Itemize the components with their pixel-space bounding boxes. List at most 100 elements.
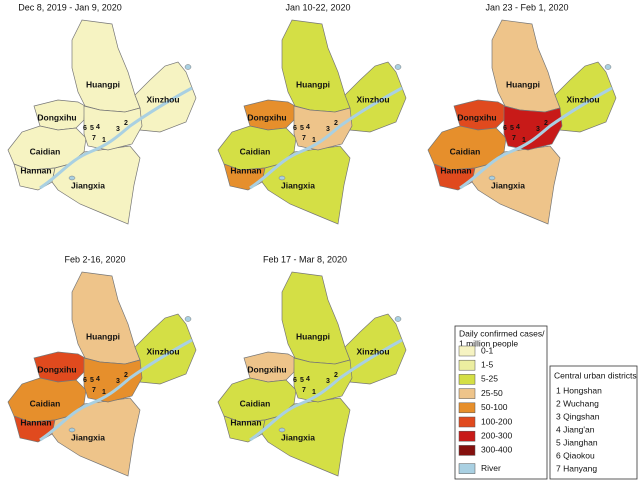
lake (394, 64, 402, 70)
legend-swatch (458, 345, 476, 357)
central-number: 6 (293, 377, 297, 384)
district-label: Huangpi (296, 79, 330, 89)
district-label: Huangpi (86, 79, 120, 89)
district (281, 271, 351, 365)
central-number: 2 (334, 120, 338, 127)
river (39, 86, 193, 190)
central-number: 3 (116, 126, 120, 133)
central-number: 6 (83, 377, 87, 384)
panel-title: Dec 8, 2019 - Jan 9, 2020 (18, 2, 122, 12)
central-number: 1 (102, 389, 106, 396)
district-label: Hannan (440, 165, 471, 175)
district-label: Hannan (20, 417, 51, 427)
district (491, 19, 561, 113)
lake (184, 316, 192, 322)
central-item: 7 Hanyang (556, 463, 597, 473)
district-label: Xinzhou (146, 94, 179, 104)
district-label: Huangpi (506, 79, 540, 89)
river (249, 86, 403, 190)
panel-title: Jan 23 - Feb 1, 2020 (485, 2, 568, 12)
lake (278, 427, 286, 433)
legend-label: 0-1 (481, 345, 494, 355)
district-label: Caidian (450, 146, 481, 156)
legend-label: 1-5 (481, 359, 494, 369)
legend-title: Daily confirmed cases/ (459, 328, 545, 338)
legend-label: River (481, 463, 501, 473)
legend-swatch (458, 402, 476, 414)
district-label: Dongxihu (37, 364, 76, 374)
river (249, 338, 403, 442)
central-number: 2 (544, 120, 548, 127)
map-panel: Jan 10-22, 2020 Huangpi Xinzhou Dongxihu Cai… (217, 2, 407, 225)
district-label: Jiangxia (71, 180, 105, 190)
central-number: 5 (300, 125, 304, 132)
district-label: Caidian (240, 146, 271, 156)
central-number: 3 (536, 126, 540, 133)
central-number: 6 (503, 125, 507, 132)
central-item: 5 Jianghan (556, 437, 598, 447)
central-area (503, 105, 563, 151)
legend-label: 200-300 (481, 430, 512, 440)
central-number: 4 (516, 124, 520, 131)
district-label: Dongxihu (247, 364, 286, 374)
central-number: 4 (96, 376, 100, 383)
legend-label: 300-400 (481, 445, 512, 455)
central-number: 5 (510, 125, 514, 132)
central-area (293, 357, 353, 403)
central-area (293, 105, 353, 151)
district-label: Dongxihu (247, 112, 286, 122)
district (51, 397, 141, 477)
district (261, 397, 351, 477)
central-number: 2 (334, 372, 338, 379)
legend-swatch (458, 445, 476, 456)
district-label: Jiangxia (491, 180, 525, 190)
district-label: Jiangxia (281, 180, 315, 190)
district (51, 145, 141, 225)
central-number: 3 (116, 378, 120, 385)
district-label: Dongxihu (37, 112, 76, 122)
panel-title: Feb 17 - Mar 8, 2020 (263, 254, 347, 264)
legend-label: 25-50 (481, 388, 503, 398)
legend-swatch (458, 463, 476, 474)
river (39, 338, 193, 442)
district-label: Caidian (30, 398, 61, 408)
central-item: 1 Hongshan (556, 385, 602, 395)
district-label: Huangpi (86, 331, 120, 341)
lake (184, 64, 192, 70)
district-label: Dongxihu (457, 112, 496, 122)
central-number: 3 (326, 126, 330, 133)
legend-title: 1 million people (459, 338, 518, 348)
district-label: Caidian (30, 146, 61, 156)
district-label: Hannan (20, 165, 51, 175)
lake (604, 64, 612, 70)
lake (488, 175, 496, 181)
central-number: 6 (83, 125, 87, 132)
legend-swatch (458, 359, 476, 371)
central-area (83, 357, 143, 403)
district-label: Xinzhou (146, 346, 179, 356)
central-number: 1 (312, 137, 316, 144)
central-title: Central urban districts (554, 370, 637, 380)
map-panel: Feb 2-16, 2020 Huangpi Xinzhou Dongxihu Caid… (7, 254, 197, 477)
district (471, 145, 561, 225)
district-label: Huangpi (296, 331, 330, 341)
district-label: Hannan (230, 417, 261, 427)
lake (68, 427, 76, 433)
legend-label: 50-100 (481, 402, 508, 412)
legend-swatch (458, 388, 476, 399)
district-label: Hannan (230, 165, 261, 175)
central-number: 7 (92, 387, 96, 394)
district-label: Jiangxia (71, 432, 105, 442)
district-label: Caidian (240, 398, 271, 408)
central-item: 4 Jiang'an (556, 424, 595, 434)
legend-swatch (458, 374, 476, 385)
district (261, 145, 351, 225)
district (281, 19, 351, 113)
central-item: 3 Qingshan (556, 411, 600, 421)
map-panel: Dec 8, 2019 - Jan 9, 2020 Huangpi Xinzhou D… (7, 2, 197, 225)
lake (394, 316, 402, 322)
lake (278, 175, 286, 181)
lake (68, 175, 76, 181)
central-item: 6 Qiaokou (556, 450, 595, 460)
district-label: Xinzhou (566, 94, 599, 104)
